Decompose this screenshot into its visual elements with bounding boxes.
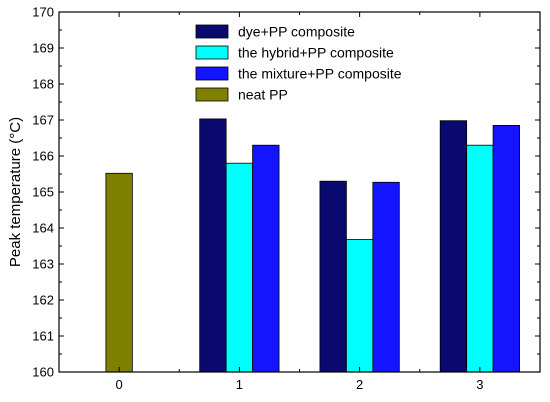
x-tick-label: 0: [116, 377, 123, 392]
x-tick-label: 1: [236, 377, 243, 392]
legend-label-2: the mixture+PP composite: [238, 66, 402, 82]
y-tick-label: 164: [32, 221, 54, 236]
y-tick-label: 165: [32, 185, 54, 200]
y-tick-label: 169: [32, 41, 54, 56]
y-tick-label: 167: [32, 113, 54, 128]
bar-s1-x1: [225, 162, 254, 373]
bar-s1-x3: [466, 144, 494, 373]
legend-label-1: the hybrid+PP composite: [238, 45, 394, 61]
bar-s0-x3: [439, 120, 468, 373]
y-tick-label: 168: [32, 77, 54, 92]
y-tick-label: 166: [32, 149, 54, 164]
bar-s2-x1: [252, 144, 280, 373]
legend-label-3: neat PP: [238, 87, 288, 103]
y-tick-label: 161: [32, 329, 54, 344]
bar-s0-x1: [199, 118, 227, 373]
x-tick-label: 3: [476, 377, 483, 392]
legend: dye+PP composite the hybrid+PP composite t…: [195, 24, 402, 103]
legend-swatch-2: [195, 66, 229, 81]
bar-s2-x2: [372, 181, 400, 373]
y-tick-label: 162: [32, 293, 54, 308]
legend-label-0: dye+PP composite: [238, 24, 355, 40]
bar-s1-x2: [345, 239, 374, 373]
legend-swatch-0: [195, 24, 229, 39]
bar-s3-x0: [105, 172, 133, 373]
legend-swatch-1: [195, 45, 229, 60]
y-tick-label: 160: [32, 365, 54, 380]
bars-group: [105, 118, 520, 373]
y-tick-label: 163: [32, 257, 54, 272]
y-tick-label: 170: [32, 5, 54, 20]
bar-s2-x3: [492, 125, 520, 373]
y-axis-label: Peak temperature (°C): [7, 117, 24, 267]
bar-s0-x2: [319, 180, 347, 373]
ticks-group: 160 161 162 163 164 165 166 167 168 169 170 0 1 2 3: [32, 5, 540, 392]
x-tick-label: 2: [356, 377, 363, 392]
legend-swatch-3: [195, 87, 229, 102]
